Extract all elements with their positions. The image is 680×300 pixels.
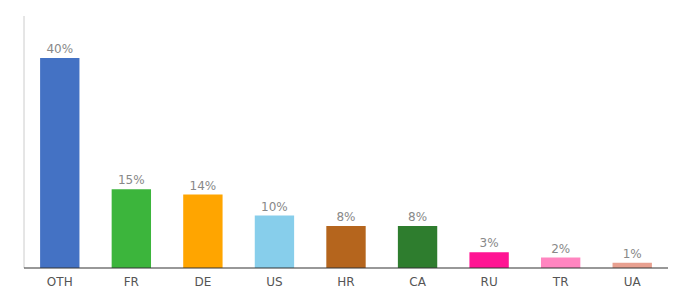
data-label: 15% (118, 173, 145, 187)
bar (40, 58, 79, 268)
data-label: 40% (46, 42, 73, 56)
x-tick-label: FR (124, 275, 139, 289)
x-tick-label: DE (194, 275, 211, 289)
y-axis-line (24, 16, 25, 268)
x-tick-label: UA (624, 275, 642, 289)
chart-container: 40% 15% 14% 10% 8% 8% 3% 2% 1% OTH FR DE US HR CA RU TR U… (0, 0, 680, 300)
x-tick-label: RU (481, 275, 498, 289)
bar (183, 195, 222, 269)
x-axis-line (24, 267, 668, 268)
data-label: 2% (551, 242, 570, 256)
bar (613, 263, 652, 268)
bar (398, 226, 437, 268)
bar (469, 252, 508, 268)
bar (326, 226, 365, 268)
data-label: 3% (480, 236, 499, 250)
chart-svg: 40% 15% 14% 10% 8% 8% 3% 2% 1% OTH FR DE US HR CA RU TR U… (0, 0, 680, 300)
bar (541, 258, 580, 269)
x-tick-label: OTH (47, 275, 73, 289)
x-tick-label: HR (337, 275, 354, 289)
data-label: 10% (261, 200, 288, 214)
bars (40, 58, 652, 268)
data-label: 1% (623, 247, 642, 261)
data-label: 8% (336, 210, 355, 224)
bar (255, 216, 294, 269)
bar (112, 189, 151, 268)
data-label: 14% (190, 179, 217, 193)
x-tick-label: US (266, 275, 282, 289)
data-label: 8% (408, 210, 427, 224)
x-tick-label: TR (552, 275, 569, 289)
x-tick-label: CA (409, 275, 426, 289)
